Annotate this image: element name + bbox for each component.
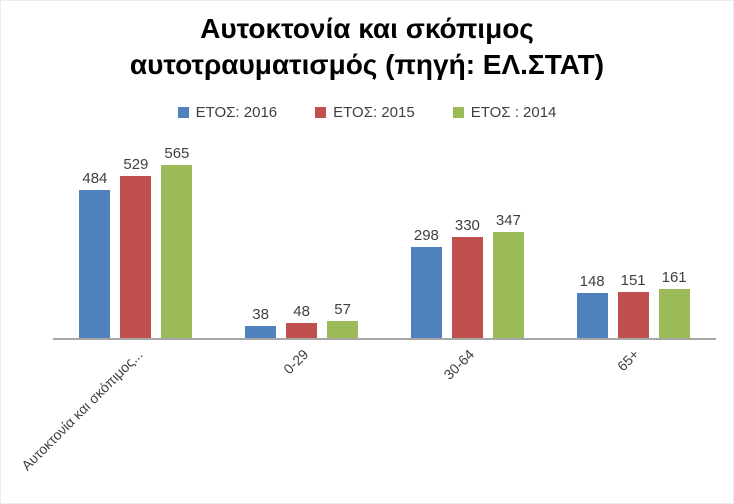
- bar-column: 330: [451, 216, 483, 338]
- bar-value-label: 151: [620, 271, 646, 289]
- chart-title: Αυτοκτονία και σκόπιμος αυτοτραυματισμός…: [129, 13, 605, 80]
- bar-column: 565: [161, 145, 193, 338]
- legend-item-2: ΕΤΟΣ : 2014: [452, 104, 557, 121]
- bar: [658, 288, 690, 338]
- legend-label: ΕΤΟΣ: 2016: [195, 104, 278, 121]
- bar-column: 484: [79, 169, 111, 338]
- x-axis-label: 0-29: [279, 346, 311, 378]
- bar-group-0: 484 529 565: [53, 131, 219, 338]
- bar-column: 529: [120, 156, 152, 338]
- legend-label: ΕΤΟΣ: 2015: [333, 104, 415, 121]
- bar-value-label: 38: [252, 306, 269, 324]
- legend: ΕΤΟΣ: 2016 ΕΤΟΣ: 2015 ΕΤΟΣ : 2014: [1, 104, 733, 121]
- bar-value-label: 48: [293, 303, 310, 321]
- legend-item-0: ΕΤΟΣ: 2016: [177, 104, 278, 121]
- bar: [576, 292, 608, 338]
- bar-value-label: 161: [661, 268, 687, 286]
- x-axis-label: Αυτοκτονία και σκόπιμος...: [17, 346, 146, 474]
- bar-value-label: 330: [454, 216, 480, 234]
- x-axis-label: 65+: [614, 346, 643, 375]
- bar-column: 347: [492, 211, 524, 338]
- legend-swatch-icon: [177, 107, 189, 118]
- bar: [286, 323, 318, 338]
- bar-group-3: 148 151 161: [550, 131, 716, 338]
- bar: [120, 176, 152, 338]
- bar-column: 38: [245, 306, 277, 338]
- legend-label: ΕΤΟΣ : 2014: [470, 104, 557, 121]
- bar: [79, 189, 111, 338]
- plot-area: 484 529 565 38 48 57 298 330 347 148 151 161: [53, 131, 716, 340]
- bar-value-label: 565: [164, 145, 190, 162]
- bar-group-1: 38 48 57: [219, 131, 385, 338]
- bar-value-label: 57: [334, 300, 351, 318]
- bar-value-label: 298: [413, 226, 439, 244]
- bar-value-label: 347: [495, 211, 521, 229]
- bar-column: 151: [617, 271, 649, 338]
- bar: [410, 246, 442, 338]
- bar: [161, 165, 193, 338]
- bar: [492, 231, 524, 338]
- bar-column: 161: [658, 268, 690, 338]
- bar-column: 148: [576, 272, 608, 338]
- bar: [245, 326, 277, 338]
- bar: [617, 291, 649, 338]
- bar-value-label: 529: [123, 156, 149, 174]
- x-axis-label: 30-64: [440, 346, 477, 383]
- bar-value-label: 484: [82, 169, 108, 187]
- legend-swatch-icon: [315, 107, 327, 118]
- bar-column: 48: [286, 303, 318, 338]
- legend-item-1: ΕΤΟΣ: 2015: [315, 104, 415, 121]
- bar-column: 57: [327, 300, 359, 338]
- bar-group-2: 298 330 347: [385, 131, 551, 338]
- bar-value-label: 148: [579, 272, 605, 290]
- bar: [327, 320, 359, 338]
- bar-column: 298: [410, 226, 442, 338]
- legend-swatch-icon: [452, 107, 464, 118]
- bar: [451, 236, 483, 338]
